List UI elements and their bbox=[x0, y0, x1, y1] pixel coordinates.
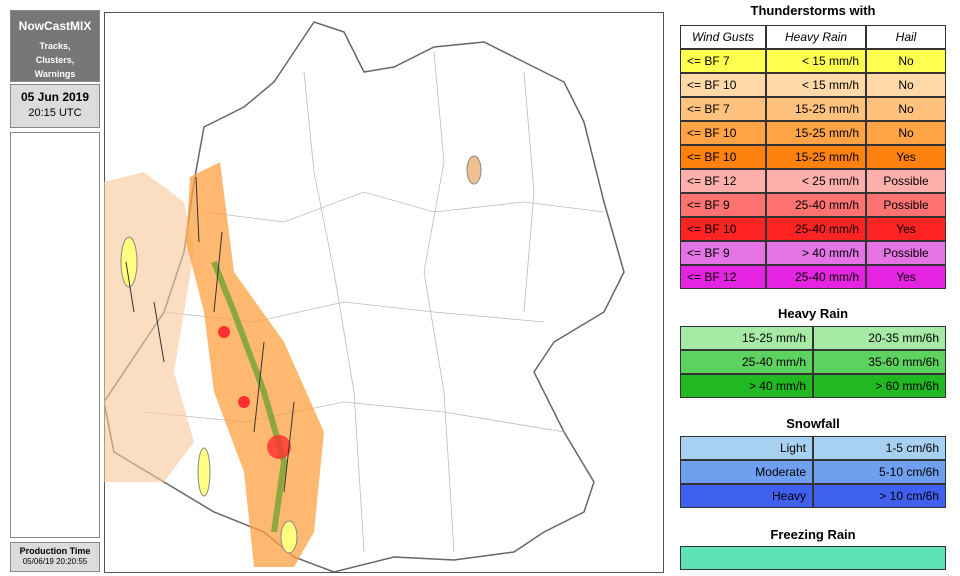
table-cell: < 25 mm/h bbox=[766, 169, 866, 193]
color-swatch bbox=[680, 546, 946, 570]
table-cell: > 10 cm/6h bbox=[813, 484, 946, 508]
storm-cell bbox=[218, 326, 230, 338]
table-cell: Possible bbox=[866, 193, 946, 217]
table-cell: < 15 mm/h bbox=[766, 73, 866, 97]
table-cell: 25-40 mm/h bbox=[766, 217, 866, 241]
title-box: NowCastMIX Tracks, Clusters, Warnings bbox=[10, 10, 100, 82]
table-cell: > 60 mm/6h bbox=[813, 374, 946, 398]
weak-cell bbox=[466, 155, 482, 185]
weak-cell bbox=[120, 236, 138, 288]
table-cell: 20-35 mm/6h bbox=[813, 326, 946, 350]
production-label: Production Time bbox=[19, 546, 91, 556]
production-box: Production Time 05/06/19 20:20:55 bbox=[10, 542, 100, 572]
table-cell: <= BF 10 bbox=[680, 73, 766, 97]
table-header: Heavy Rain bbox=[766, 25, 866, 49]
section-title: Snowfall bbox=[786, 416, 840, 431]
storm-cell bbox=[267, 435, 291, 459]
table-cell: Light bbox=[680, 436, 813, 460]
time: 20:15 UTC bbox=[28, 107, 82, 119]
table-cell: 25-40 mm/h bbox=[680, 350, 813, 374]
table-cell: 15-25 mm/h bbox=[766, 145, 866, 169]
table-cell: 15-25 mm/h bbox=[680, 326, 813, 350]
table-cell: 1-5 cm/6h bbox=[813, 436, 946, 460]
table-cell: <= BF 12 bbox=[680, 169, 766, 193]
table-cell: <= BF 7 bbox=[680, 49, 766, 73]
weak-cell bbox=[197, 447, 211, 497]
district-borders bbox=[143, 51, 605, 553]
table-cell: > 40 mm/h bbox=[766, 241, 866, 265]
table-cell: No bbox=[866, 73, 946, 97]
table-cell: Possible bbox=[866, 169, 946, 193]
empty-panel bbox=[10, 132, 100, 538]
date: 05 Jun 2019 bbox=[20, 90, 90, 104]
table-cell: Moderate bbox=[680, 460, 813, 484]
app-title: NowCastMIX bbox=[18, 19, 92, 33]
table-header: Wind Gusts bbox=[680, 25, 766, 49]
table-header: Hail bbox=[866, 25, 946, 49]
table-cell: <= BF 10 bbox=[680, 121, 766, 145]
table-cell: 25-40 mm/h bbox=[766, 265, 866, 289]
section-title: Thunderstorms with bbox=[750, 3, 876, 18]
rain-track bbox=[211, 260, 288, 533]
section-title: Heavy Rain bbox=[777, 306, 849, 321]
table-cell: > 40 mm/h bbox=[680, 374, 813, 398]
storm-cell bbox=[238, 396, 250, 408]
table-cell: 15-25 mm/h bbox=[766, 121, 866, 145]
table-cell: <= BF 7 bbox=[680, 97, 766, 121]
app-subtitle: Tracks, Clusters, Warnings bbox=[34, 41, 76, 79]
table-cell: Heavy bbox=[680, 484, 813, 508]
weak-cell bbox=[280, 520, 298, 554]
table-cell: 35-60 mm/6h bbox=[813, 350, 946, 374]
table-cell: No bbox=[866, 121, 946, 145]
table-cell: < 15 mm/h bbox=[766, 49, 866, 73]
table-cell: <= BF 9 bbox=[680, 241, 766, 265]
table-cell: <= BF 10 bbox=[680, 145, 766, 169]
table-cell: Possible bbox=[866, 241, 946, 265]
map bbox=[104, 12, 664, 573]
table-cell: 25-40 mm/h bbox=[766, 193, 866, 217]
motion-arrows bbox=[125, 176, 295, 493]
table-cell: Yes bbox=[866, 217, 946, 241]
table-cell: <= BF 12 bbox=[680, 265, 766, 289]
section-title: Freezing Rain bbox=[770, 527, 856, 542]
table-cell: <= BF 10 bbox=[680, 217, 766, 241]
table-cell: No bbox=[866, 97, 946, 121]
storm-cluster bbox=[104, 172, 194, 482]
table-cell: 5-10 cm/6h bbox=[813, 460, 946, 484]
table-cell: Yes bbox=[866, 145, 946, 169]
production-time: 05/06/19 20:20:55 bbox=[22, 557, 88, 566]
table-cell: Yes bbox=[866, 265, 946, 289]
table-cell: 15-25 mm/h bbox=[766, 97, 866, 121]
table-cell: No bbox=[866, 49, 946, 73]
date-box: 05 Jun 2019 20:15 UTC bbox=[10, 84, 100, 128]
table-cell: <= BF 9 bbox=[680, 193, 766, 217]
